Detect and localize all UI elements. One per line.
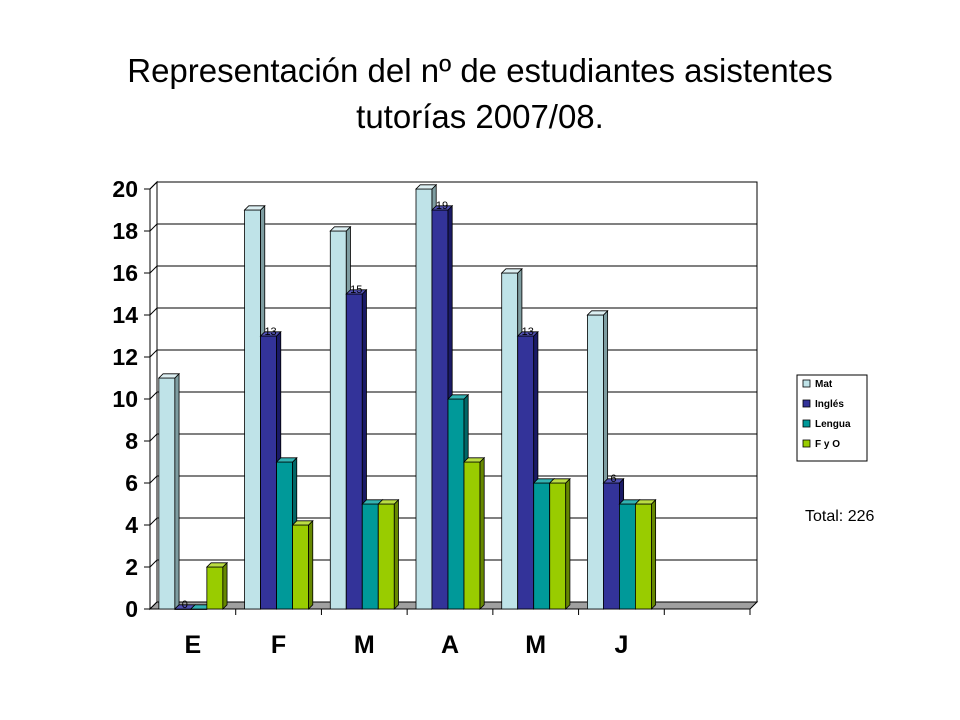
- bar-top: [602, 478, 625, 484]
- bar: [533, 482, 551, 610]
- legend-label: Mat: [815, 379, 833, 390]
- bar: [447, 398, 465, 610]
- bar: [431, 209, 449, 610]
- chart-title-line2: tutorías 2007/08.: [356, 98, 604, 135]
- bar: [244, 209, 261, 610]
- bar: [587, 314, 604, 610]
- bar-top: [291, 520, 314, 526]
- gridline-side: [149, 307, 158, 316]
- data-label: 19: [436, 200, 448, 212]
- y-tick-label: 2: [125, 554, 138, 580]
- bar: [292, 524, 309, 610]
- bar: [345, 293, 363, 610]
- gridline-side: [149, 223, 158, 232]
- bar: [603, 482, 620, 610]
- legend-swatch: [802, 439, 811, 448]
- gridline-side: [149, 433, 158, 442]
- bar-top: [259, 331, 282, 337]
- gridline-side: [149, 475, 158, 484]
- data-label: 13: [522, 326, 534, 338]
- y-tick-label: 12: [112, 344, 138, 370]
- bar-top: [431, 205, 454, 211]
- x-tick-label: J: [614, 631, 628, 659]
- bar-top: [500, 268, 523, 274]
- chart-title: Representación del nº de estudiantes asi…: [60, 48, 900, 140]
- legend-swatch: [802, 399, 811, 408]
- bar: [260, 335, 277, 610]
- y-tick-label: 10: [112, 386, 138, 412]
- data-label: 15: [350, 284, 362, 296]
- bar-side: [308, 519, 314, 610]
- bar-top: [275, 457, 298, 463]
- bar-side: [174, 372, 180, 610]
- chart-title-line1: Representación del nº de estudiantes asi…: [127, 52, 833, 89]
- bar: [463, 461, 481, 610]
- bar-top: [205, 562, 229, 568]
- total-label: Total: 226: [805, 508, 875, 525]
- gridline-side: [149, 181, 158, 190]
- bar: [635, 503, 652, 610]
- gridline-side: [149, 265, 158, 274]
- y-tick-label: 20: [112, 176, 138, 202]
- legend-swatch: [802, 379, 811, 388]
- bar-top: [243, 205, 266, 211]
- bar: [619, 503, 636, 610]
- x-tick-label: M: [525, 631, 546, 659]
- legend-label: F y O: [815, 439, 840, 450]
- bar-side: [565, 477, 571, 610]
- bar-top: [345, 289, 368, 295]
- bar: [549, 482, 567, 610]
- legend-swatch: [802, 419, 811, 428]
- x-tick-label: A: [441, 631, 459, 659]
- plot-area: 0 2 4 6 8 10 12 14 16 18 20 E F M A M J 0 13 15 19 13 6 Mat Ingl…: [112, 176, 868, 659]
- x-tick-label: M: [354, 631, 375, 659]
- y-tick-label: 8: [125, 428, 138, 454]
- bar-top: [329, 226, 352, 232]
- x-tick-label: F: [271, 631, 286, 659]
- gridline-side: [149, 517, 158, 526]
- bar: [501, 272, 519, 610]
- bar-top: [516, 331, 539, 337]
- bar-top: [634, 499, 657, 505]
- legend-label: Lengua: [815, 419, 851, 430]
- bar: [377, 503, 395, 610]
- y-tick-label: 4: [125, 512, 138, 538]
- bar: [158, 377, 176, 610]
- gridline-side: [149, 349, 158, 358]
- bar-top: [586, 310, 609, 316]
- y-tick-label: 14: [112, 302, 138, 328]
- data-label: 0: [182, 599, 188, 611]
- bar-side: [393, 498, 399, 610]
- y-tick-label: 0: [125, 596, 138, 622]
- bar: [276, 461, 293, 610]
- bar-top: [447, 394, 470, 400]
- bar-side: [479, 456, 485, 610]
- gridline-side: [149, 559, 158, 568]
- bar: [361, 503, 379, 610]
- legend-label: Inglés: [815, 399, 844, 410]
- bar-side: [222, 561, 228, 610]
- data-label: 6: [610, 473, 616, 485]
- bar-top: [415, 184, 438, 190]
- y-tick-label: 16: [112, 260, 138, 286]
- bar-top: [377, 499, 400, 505]
- bar: [415, 188, 433, 610]
- y-tick-label: 6: [125, 470, 138, 496]
- bar-top: [463, 457, 486, 463]
- bar: [206, 566, 224, 610]
- data-label: 13: [264, 326, 276, 338]
- gridline-side: [149, 391, 158, 400]
- bar-top: [157, 373, 181, 379]
- y-tick-label: 18: [112, 218, 138, 244]
- bar: [517, 335, 535, 610]
- bar-side: [651, 498, 657, 610]
- x-tick-label: E: [185, 631, 202, 659]
- bar-top: [548, 478, 571, 484]
- bar: [329, 230, 347, 610]
